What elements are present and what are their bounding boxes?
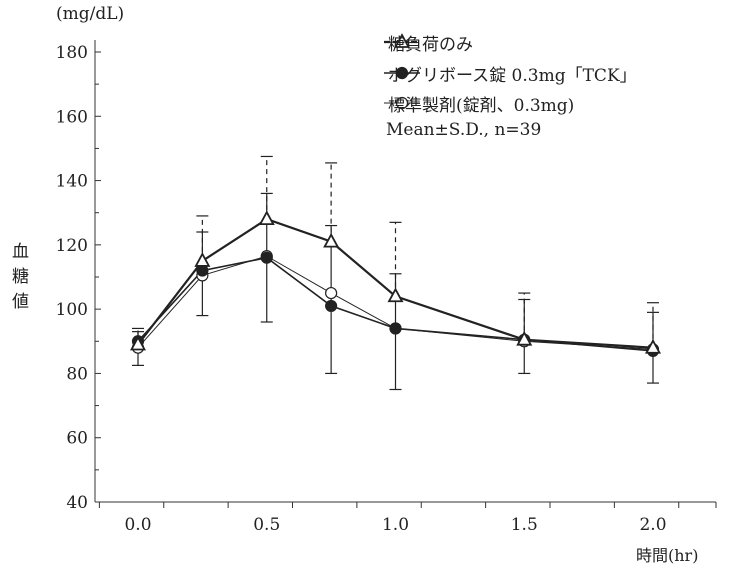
- x-tick-label: 1.5: [511, 515, 538, 535]
- data-point-triangle: [644, 338, 662, 354]
- y-tick-label: 40: [66, 493, 88, 513]
- data-point-circle: [325, 299, 338, 313]
- legend-label: ボグリボース錠 0.3mg「TCK」: [388, 66, 637, 86]
- data-point-circle: [389, 322, 402, 335]
- legend-label: 標準製剤(錠剤、0.3mg): [388, 96, 575, 116]
- data-point-triangle: [516, 330, 533, 346]
- y-tick-label: 180: [56, 43, 88, 63]
- data-point-triangle: [387, 287, 404, 303]
- data-point-triangle: [323, 232, 340, 248]
- y-axis-label: 血糖値: [12, 242, 29, 312]
- y-tick-label: 80: [66, 364, 88, 384]
- legend-item-2: ボグリボース錠 0.3mg「TCK」: [388, 61, 637, 86]
- legend-item-1: 糖負荷のみ: [388, 30, 473, 55]
- legend-label: 糖負荷のみ: [388, 35, 473, 55]
- y-tick-label: 60: [66, 429, 88, 449]
- x-tick-label: 0.5: [253, 515, 280, 535]
- legend-item-3: 標準製剤(錠剤、0.3mg): [388, 91, 574, 116]
- data-point-circle: [395, 66, 409, 80]
- annotation: Mean±S.D., n=39: [386, 120, 542, 140]
- data-point-circle: [395, 96, 409, 110]
- data-point-circle: [325, 286, 338, 300]
- y-tick-label: 160: [56, 107, 88, 127]
- y-tick-label: 100: [56, 300, 88, 320]
- x-tick-label: 0.0: [124, 515, 151, 535]
- x-axis-label: 時間(hr): [636, 546, 699, 565]
- data-point-triangle: [129, 335, 147, 351]
- x-tick-label: 1.0: [382, 515, 409, 535]
- y-tick-label: 140: [56, 172, 88, 192]
- y-unit: (mg/dL): [56, 4, 125, 24]
- data-point-triangle: [194, 252, 211, 267]
- data-point-triangle: [393, 33, 411, 48]
- y-tick-label: 120: [56, 236, 88, 256]
- data-point-triangle: [258, 210, 275, 226]
- x-tick-label: 2.0: [639, 515, 666, 535]
- data-point-circle: [260, 251, 273, 264]
